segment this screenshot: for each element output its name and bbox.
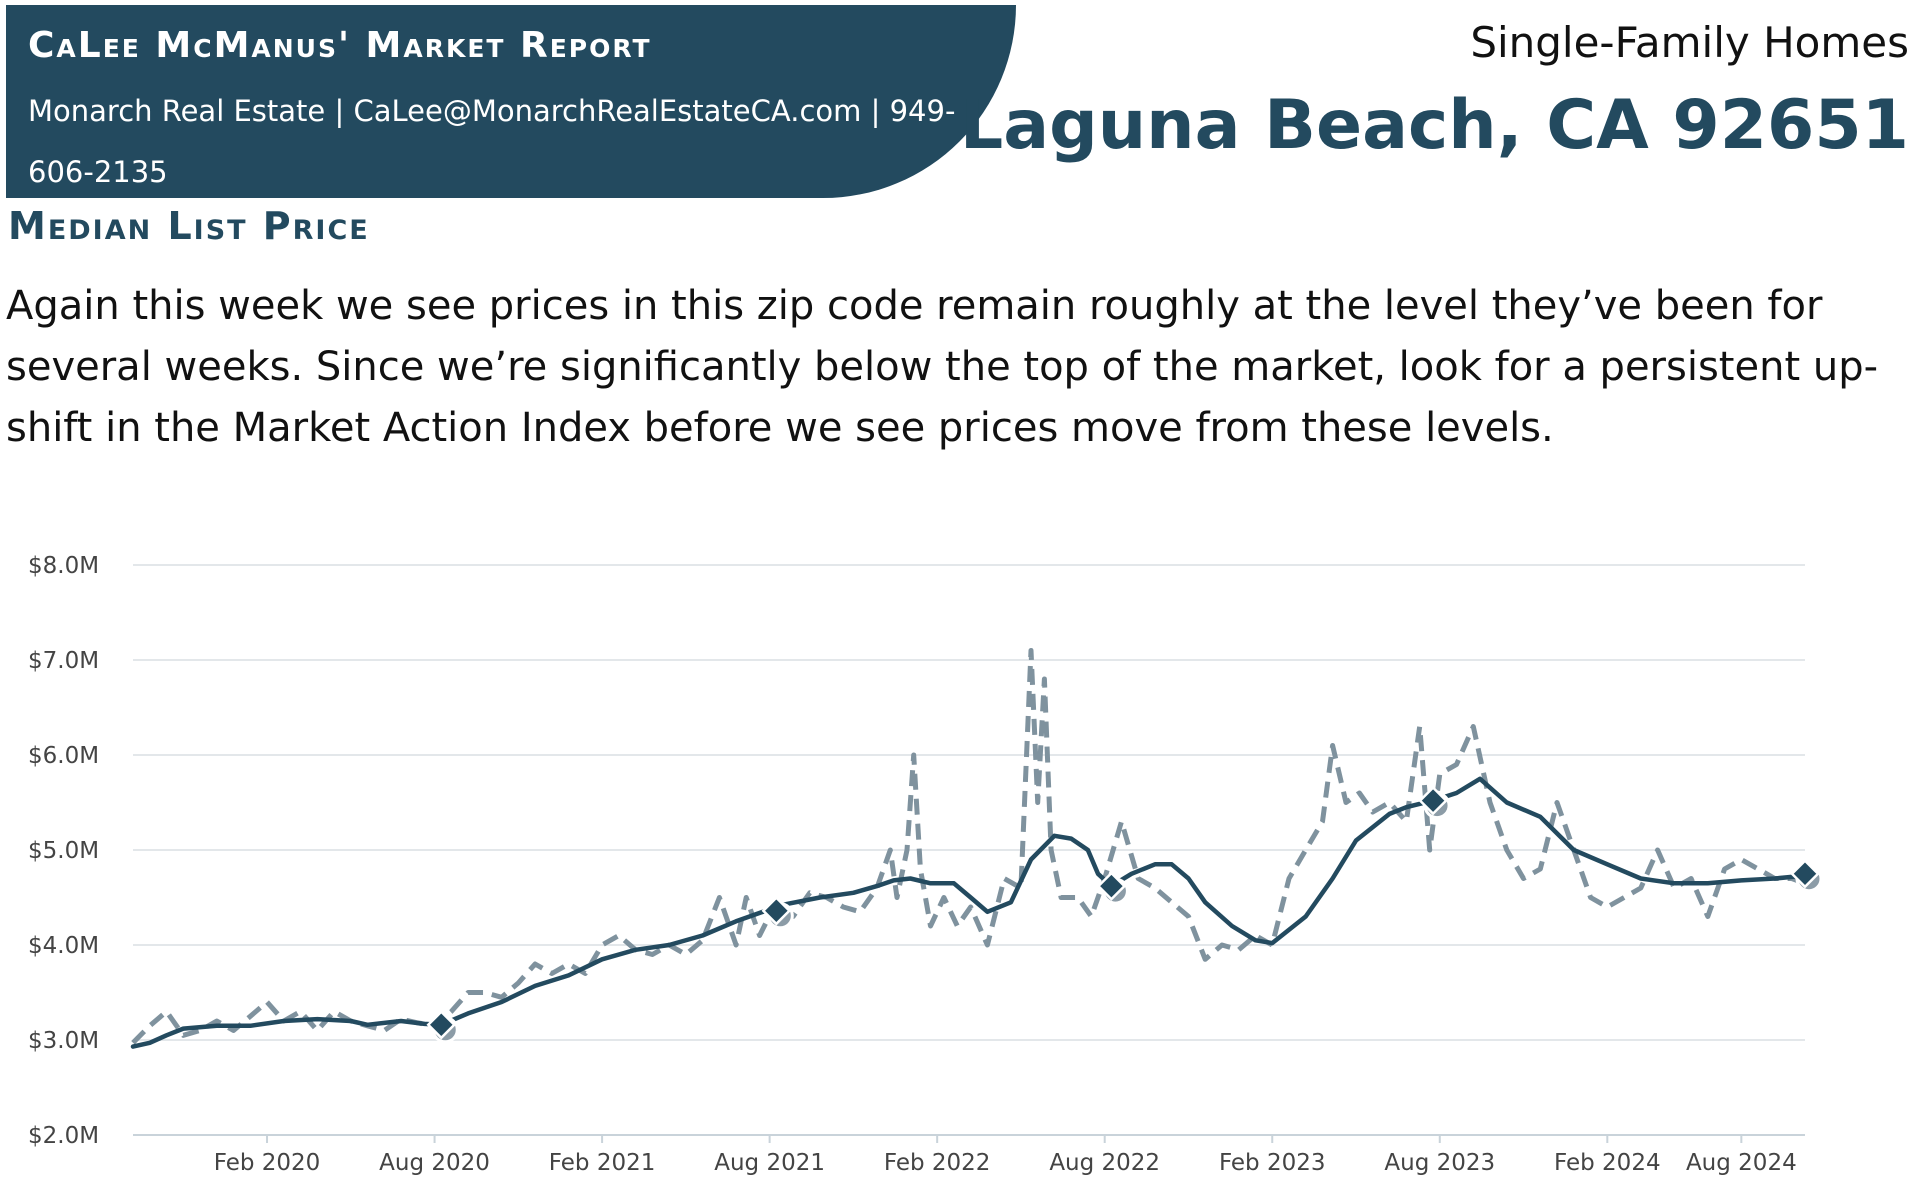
y-tick-label: $3.0M xyxy=(28,1028,99,1054)
report-title: CaLee McManus' Market Report xyxy=(28,25,652,66)
location-title: Laguna Beach, CA 92651 xyxy=(959,86,1909,165)
market-commentary: Again this week we see prices in this zi… xyxy=(6,283,1879,451)
y-tick-label: $8.0M xyxy=(28,553,99,579)
section-title: Median List Price xyxy=(8,204,370,248)
y-tick-label: $7.0M xyxy=(28,648,99,674)
x-tick-label: Feb 2022 xyxy=(884,1150,991,1176)
data-point-marker xyxy=(1096,871,1127,901)
x-tick-label: Feb 2023 xyxy=(1219,1150,1326,1176)
data-point-marker xyxy=(761,896,792,926)
x-tick-label: Aug 2022 xyxy=(1049,1150,1160,1176)
y-tick-label: $6.0M xyxy=(28,743,99,769)
chart-axes: $2.0M $3.0M $4.0M $5.0M $6.0M $7.0M $8.0M Feb 2… xyxy=(28,553,1797,1176)
x-tick-label: Feb 2021 xyxy=(549,1150,656,1176)
property-type: Single-Family Homes xyxy=(1470,18,1909,67)
data-point-marker xyxy=(426,1010,457,1040)
x-tick-label: Aug 2024 xyxy=(1686,1150,1797,1176)
y-tick-label: $4.0M xyxy=(28,933,99,959)
report-banner: CaLee McManus' Market Report Monarch Rea… xyxy=(6,5,1016,198)
x-tick-label: Feb 2020 xyxy=(214,1150,321,1176)
data-point-marker xyxy=(1790,858,1820,889)
x-tick-label: Feb 2024 xyxy=(1554,1150,1661,1176)
x-tick-label: Aug 2020 xyxy=(379,1150,490,1176)
chart-series xyxy=(130,648,1808,1049)
x-tick-label: Aug 2021 xyxy=(714,1150,825,1176)
x-tick-label: Aug 2023 xyxy=(1384,1150,1495,1176)
weekly-price-line xyxy=(131,648,1806,1045)
data-point-marker xyxy=(1418,785,1448,816)
chart-markers xyxy=(426,785,1823,1044)
rolling-average-line xyxy=(130,776,1808,1049)
grid-lines xyxy=(133,564,1805,1136)
median-list-price-chart: $2.0M $3.0M $4.0M $5.0M $6.0M $7.0M $8.0M Feb 2… xyxy=(28,553,1823,1176)
y-tick-label: $2.0M xyxy=(28,1123,99,1149)
y-tick-label: $5.0M xyxy=(28,838,99,864)
agent-contact: Monarch Real Estate | CaLee@MonarchRealE… xyxy=(28,94,956,189)
